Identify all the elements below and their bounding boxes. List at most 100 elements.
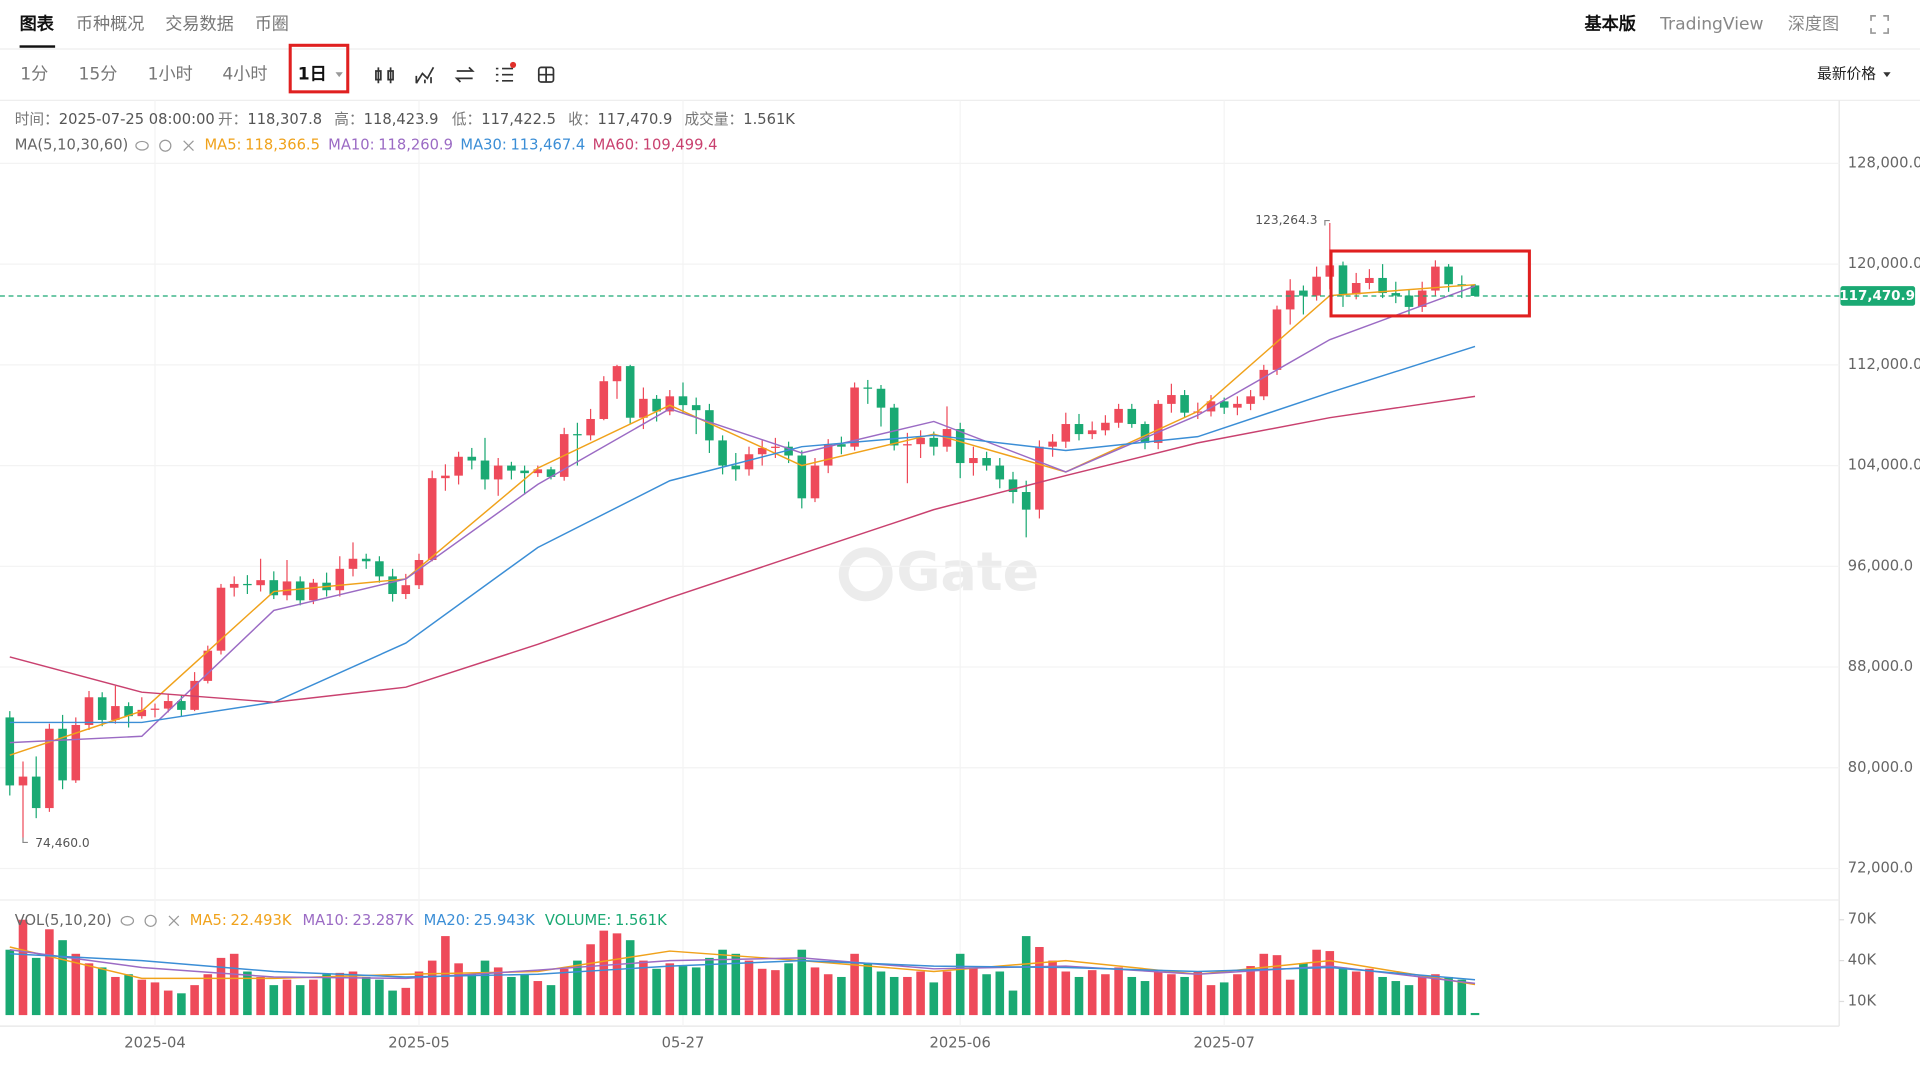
last-price-tag [1840, 286, 1916, 306]
volume-bar [1114, 967, 1123, 1016]
price-type-select[interactable]: 最新价格 [1817, 66, 1876, 83]
candle-body [84, 697, 94, 725]
interval-button[interactable]: 1分 [20, 65, 48, 85]
candle-body [1206, 401, 1216, 412]
fullscreen-icon[interactable] [1870, 15, 1890, 34]
min-marker [22, 837, 28, 844]
candle-body [784, 446, 793, 456]
volume-bar [718, 949, 727, 1016]
volume-bar [427, 960, 437, 1016]
candle-body [1233, 403, 1242, 408]
eye-icon[interactable] [135, 140, 149, 151]
mode-link[interactable]: 基本版 [1585, 13, 1637, 34]
volume-bar [625, 940, 635, 1016]
ma-line [9, 285, 1476, 744]
candle-body [625, 366, 635, 418]
settings-icon[interactable] [159, 139, 172, 152]
ohlc-info: 时间：2025-07-25 08:00:00 [15, 111, 215, 128]
candle-body [810, 465, 820, 499]
mode-link[interactable]: TradingView [1659, 14, 1763, 34]
volume-bar [1087, 970, 1097, 1016]
eye-icon[interactable] [120, 915, 135, 926]
volume-bar [256, 976, 265, 1016]
indicator-icon[interactable] [415, 66, 435, 84]
nav-tab[interactable]: 图表 [20, 13, 55, 34]
interval-button[interactable]: 4小时 [222, 65, 267, 85]
volume-bar [295, 985, 305, 1016]
legend-value: 113,467.4 [510, 137, 585, 154]
settings-icon[interactable] [144, 914, 157, 927]
candle-body [467, 456, 477, 461]
info-label: 成交量： [684, 110, 743, 128]
nav-tab[interactable]: 交易数据 [165, 14, 234, 34]
candle-body [493, 465, 503, 480]
volume-bar [229, 953, 239, 1016]
volume-bar [335, 972, 345, 1016]
candle-body [1404, 295, 1414, 307]
legend-name: MA20: [424, 912, 470, 929]
candle-body [705, 410, 714, 441]
volume-bar [757, 968, 767, 1016]
close-icon[interactable] [168, 915, 180, 927]
settings-list-icon[interactable] [495, 67, 514, 82]
y-tick-label: 80,000.0 [1848, 759, 1913, 776]
ohlc-info: 收：117,470.9 [568, 111, 672, 128]
volume-bar [84, 963, 94, 1016]
close-icon[interactable] [183, 140, 194, 152]
legend-value: 109,499.4 [643, 137, 718, 154]
volume-bar [1431, 974, 1440, 1016]
highlight-box [1329, 249, 1531, 318]
candle-body [256, 580, 265, 586]
nav-tab[interactable]: 币种概况 [76, 14, 145, 34]
info-value: 1.561K [743, 111, 795, 128]
candle-body [771, 446, 780, 448]
interval-button[interactable]: 1日 [298, 65, 327, 85]
volume-bar [401, 987, 411, 1016]
legend-item: MA20: 25.943K [424, 912, 535, 929]
legend-value: 118,260.9 [378, 137, 453, 154]
volume-bar [1101, 974, 1110, 1016]
candle-body [1444, 266, 1453, 285]
layout-icon[interactable] [537, 66, 555, 83]
candle-body [1140, 424, 1150, 443]
volume-bar [599, 930, 609, 1016]
nav-tab[interactable]: 币圈 [255, 14, 289, 34]
interval-button[interactable]: 15分 [78, 65, 117, 85]
y-tick-label: 112,000.0 [1848, 356, 1920, 373]
watermark-logo [838, 547, 893, 602]
y-tick-label: 70K [1848, 911, 1877, 928]
candle-body [533, 469, 543, 474]
candle-body [137, 709, 147, 717]
candle-body [1008, 479, 1018, 493]
mode-link[interactable]: 深度图 [1788, 14, 1839, 34]
ma-line [9, 345, 1476, 724]
interval-button[interactable]: 1小时 [148, 65, 193, 85]
candle-body [1180, 395, 1189, 413]
candle-body [190, 680, 199, 710]
volume-bar [480, 960, 490, 1016]
volume-bar [1180, 976, 1189, 1016]
candle-body [243, 583, 252, 586]
candle-body [955, 429, 965, 464]
candle-body [295, 581, 305, 601]
candle-type-icon[interactable] [375, 67, 394, 84]
highlight-box [288, 43, 350, 94]
candle-body [45, 728, 54, 809]
info-value: 2025-07-25 08:00:00 [59, 111, 215, 128]
volume-bar [823, 974, 833, 1016]
candle-body [995, 465, 1005, 480]
legend-item: MA5: 118,366.5 [204, 137, 319, 154]
volume-bar [955, 953, 965, 1016]
candle-body [916, 437, 925, 445]
volume-bar [150, 982, 160, 1016]
y-tick-label: 128,000.0 [1848, 154, 1920, 171]
legend-title: MA(5,10,30,60) [15, 137, 129, 154]
volume-bar [1470, 1012, 1480, 1016]
candle-body [823, 444, 833, 466]
volume-bar [612, 933, 622, 1016]
compare-icon[interactable] [454, 66, 475, 83]
volume-bar [309, 979, 318, 1016]
min-label: 74,460.0 [35, 836, 89, 850]
candle-body [71, 724, 81, 781]
ohlc-info: 成交量：1.561K [684, 110, 795, 128]
